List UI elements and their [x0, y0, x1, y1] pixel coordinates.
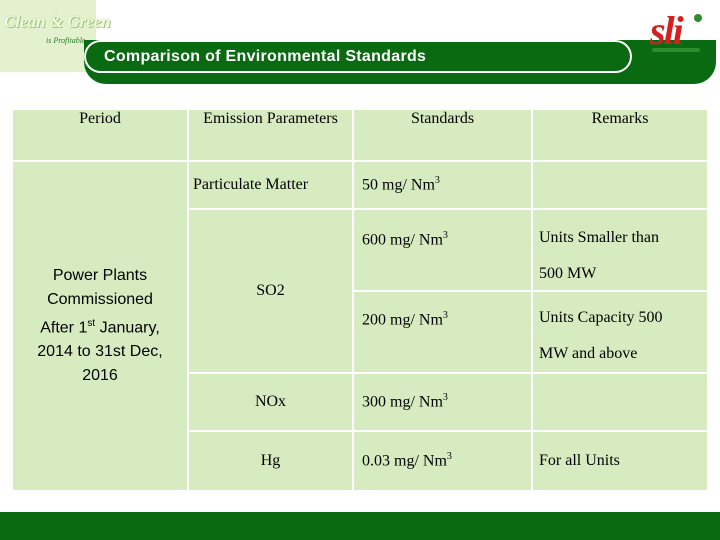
- param-particulate-matter: Particulate Matter: [187, 160, 354, 210]
- sli-logo-swoosh: [652, 48, 700, 52]
- table-row-so2-b: 200 mg/ Nm3 Units Capacity 500 MW and abo…: [12, 290, 709, 374]
- header-row: Period Emission Parameters Standards Rem…: [11, 108, 709, 162]
- standard-hg-text: 0.03 mg/ Nm: [362, 452, 447, 470]
- period-line-5: 2016: [82, 367, 118, 385]
- standard-pm-text: 50 mg/ Nm: [362, 176, 435, 194]
- table-row-nox: NOx 300 mg/ Nm3: [12, 372, 709, 432]
- table-row-hg: Hg 0.03 mg/ Nm3 For all Units: [12, 430, 709, 492]
- standard-so2-small-sup: 3: [442, 230, 448, 241]
- standards-table: Period Emission Parameters Standards Rem…: [11, 108, 709, 492]
- footer-bar: [0, 512, 720, 540]
- logo-line-2: is Profitable: [46, 36, 86, 45]
- period-line-2: Commissioned: [47, 290, 153, 308]
- period-line-3-b: January,: [95, 319, 160, 337]
- period-line-3: After 1st January,: [13, 312, 187, 340]
- standard-so2-large-sup: 3: [442, 310, 448, 321]
- page-title: Comparison of Environmental Standards: [104, 48, 427, 65]
- header-remarks: Remarks: [531, 108, 709, 162]
- sli-logo: sli: [648, 8, 708, 54]
- sli-logo-dot: [694, 14, 702, 22]
- period-line-4: 2014 to 31st Dec,: [37, 343, 163, 361]
- period-line-3-a: After 1: [40, 319, 88, 337]
- param-nox: NOx: [187, 372, 354, 432]
- remark-so2-small-line-1: Units Smaller than: [539, 229, 659, 246]
- header-period: Period: [11, 108, 189, 162]
- standard-particulate-matter: 50 mg/ Nm3: [352, 160, 533, 210]
- remark-particulate-matter: [531, 160, 709, 210]
- remark-nox: [531, 372, 709, 432]
- clean-green-logo: Clean & Green is Profitable: [0, 0, 111, 72]
- param-hg: Hg: [187, 430, 354, 492]
- standard-hg: 0.03 mg/ Nm3: [352, 430, 533, 492]
- header-standards: Standards: [352, 108, 533, 162]
- remark-so2-large: Units Capacity 500 MW and above: [531, 290, 709, 374]
- sli-logo-text: sli: [650, 8, 684, 53]
- table-row-so2-a: SO2 600 mg/ Nm3 Units Smaller than 500 MW: [12, 208, 709, 374]
- standard-so2-small: 600 mg/ Nm3: [352, 208, 533, 292]
- standard-so2-large: 200 mg/ Nm3: [352, 290, 533, 374]
- period-cell: Power Plants Commissioned After 1st Janu…: [11, 160, 189, 492]
- title-pill: [86, 42, 630, 71]
- remark-so2-small: Units Smaller than 500 MW: [531, 208, 709, 292]
- remark-so2-large-line-2: MW and above: [539, 345, 638, 362]
- table-row-particulate-matter: Power Plants Commissioned After 1st Janu…: [11, 160, 709, 492]
- standard-nox-text: 300 mg/ Nm: [362, 393, 443, 411]
- param-so2: SO2: [187, 208, 354, 374]
- standard-nox-sup: 3: [442, 392, 448, 404]
- remark-so2-small-line-2: 500 MW: [539, 265, 597, 282]
- standard-so2-large-text: 200 mg/ Nm: [362, 311, 443, 329]
- logo-line-1: Clean & Green: [4, 12, 111, 31]
- standard-hg-sup: 3: [446, 451, 452, 463]
- remark-so2-large-line-1: Units Capacity 500: [539, 309, 663, 326]
- header-emission-parameters: Emission Parameters: [187, 108, 354, 162]
- period-line-1: Power Plants: [52, 266, 148, 284]
- standard-nox: 300 mg/ Nm3: [352, 372, 533, 432]
- standard-pm-sup: 3: [434, 175, 440, 187]
- period-line-3-sup: st: [87, 317, 96, 329]
- remark-hg: For all Units: [531, 430, 709, 492]
- standard-so2-small-text: 600 mg/ Nm: [362, 231, 443, 249]
